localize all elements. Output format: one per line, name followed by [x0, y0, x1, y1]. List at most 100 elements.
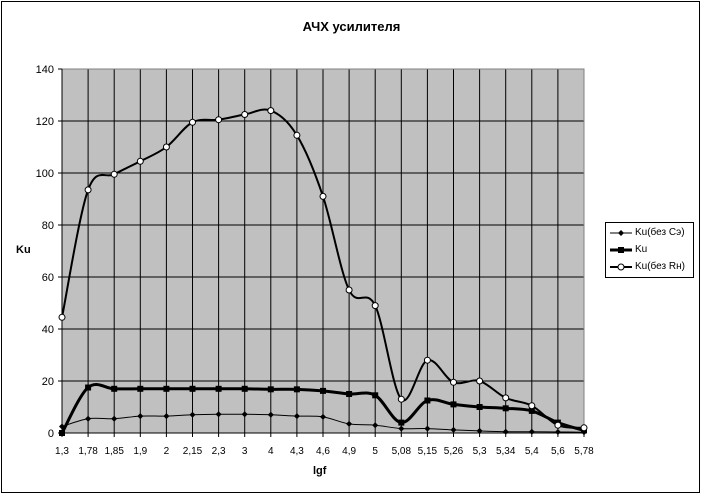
data-point: [267, 386, 274, 393]
legend-swatch: [610, 263, 632, 271]
x-tick-label: 5,08: [392, 446, 412, 457]
y-tick-label: 40: [42, 324, 54, 336]
data-point: [372, 422, 379, 429]
y-axis-label: Ku: [16, 244, 31, 256]
y-tick-label: 60: [42, 272, 54, 284]
data-point: [267, 411, 274, 418]
data-point: [85, 415, 92, 422]
x-tick-label: 2,3: [212, 446, 226, 457]
data-point: [293, 386, 300, 393]
data-point: [241, 111, 249, 118]
data-point: [215, 411, 222, 418]
data-point: [267, 107, 275, 115]
data-point: [189, 385, 196, 392]
x-tick-label: 4,3: [290, 446, 304, 457]
legend-item: Ku(без Сэ): [608, 226, 694, 240]
data-point: [319, 192, 327, 200]
data-point: [320, 413, 326, 420]
data-point: [163, 413, 170, 420]
legend-label: Ku(без Rн): [635, 261, 685, 272]
x-tick-label: 5,6: [551, 446, 565, 457]
x-tick-label: 2,15: [183, 446, 203, 457]
x-tick-label: 5: [372, 446, 378, 457]
data-point: [476, 404, 483, 410]
data-point: [241, 411, 248, 418]
data-point: [320, 387, 326, 394]
x-tick-label: 4,9: [342, 446, 356, 457]
data-point: [554, 428, 561, 435]
x-tick-label: 1,85: [104, 446, 124, 457]
x-tick-label: 5,3: [473, 446, 487, 457]
data-point: [397, 395, 405, 403]
data-point: [162, 143, 170, 151]
legend-item: Ku: [608, 243, 694, 257]
data-point: [137, 413, 144, 420]
data-point: [450, 378, 457, 386]
data-point: [215, 385, 222, 392]
data-point: [111, 385, 118, 392]
x-tick-label: 4,6: [316, 446, 330, 457]
y-tick-label: 120: [36, 116, 54, 128]
legend: Ku(без Сэ) Ku Ku(без Rн): [605, 222, 694, 278]
data-point: [502, 394, 510, 402]
x-tick-label: 5,78: [574, 446, 594, 457]
legend-label: Ku(без Сэ): [635, 227, 685, 238]
data-point: [502, 405, 509, 412]
data-point: [215, 116, 223, 124]
x-tick-label: 1,78: [78, 446, 98, 457]
data-point: [371, 302, 379, 310]
data-point: [502, 428, 509, 435]
series-2: [58, 107, 588, 432]
data-point: [189, 118, 196, 126]
data-point: [424, 425, 431, 432]
data-point: [293, 131, 301, 139]
data-point: [450, 426, 457, 433]
data-point: [163, 385, 170, 392]
data-point: [450, 401, 457, 408]
data-point: [476, 427, 483, 434]
data-point: [137, 385, 144, 392]
y-tick-label: 80: [42, 220, 54, 232]
data-point: [554, 421, 562, 429]
y-tick-label: 0: [48, 428, 54, 440]
x-axis-label: lgf: [313, 465, 327, 477]
data-point: [528, 428, 535, 435]
x-tick-label: 3: [242, 446, 248, 457]
data-point: [423, 356, 431, 364]
y-tick-label: 140: [36, 64, 54, 76]
y-tick-label: 20: [42, 376, 54, 388]
x-tick-label: 5,4: [525, 446, 539, 457]
data-point: [85, 384, 92, 391]
series-0: [59, 411, 587, 436]
data-point: [58, 313, 66, 321]
data-point: [346, 391, 353, 397]
data-point: [84, 186, 92, 194]
legend-marker: [618, 230, 624, 236]
legend-label: Ku: [635, 244, 648, 255]
x-tick-label: 5,34: [496, 446, 516, 457]
legend-marker: [618, 247, 624, 253]
data-point: [580, 424, 588, 432]
data-point: [111, 415, 118, 422]
data-point: [398, 425, 405, 432]
data-point: [110, 170, 118, 178]
data-point: [372, 392, 379, 399]
data-point: [293, 413, 300, 420]
data-point: [528, 407, 535, 414]
x-tick-label: 1,3: [55, 446, 69, 457]
data-point: [189, 411, 196, 418]
data-point: [424, 397, 431, 404]
legend-marker: [617, 263, 625, 271]
x-tick-label: 2: [164, 446, 170, 457]
x-tick-label: 1,9: [133, 446, 147, 457]
x-tick-label: 4: [268, 446, 274, 457]
legend-item: Ku(без Rн): [608, 260, 694, 274]
legend-swatch: [610, 230, 632, 236]
data-point: [528, 402, 536, 410]
series-1: [59, 383, 587, 436]
data-point: [346, 420, 353, 427]
data-point: [398, 419, 405, 426]
data-point: [345, 286, 353, 294]
data-point: [136, 157, 144, 165]
